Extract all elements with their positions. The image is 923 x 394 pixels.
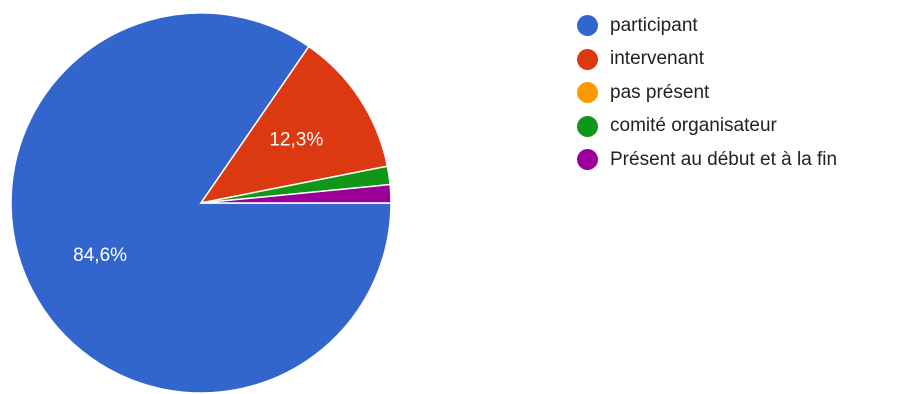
legend-label: intervenant: [610, 48, 705, 70]
legend-swatch: [577, 115, 598, 137]
legend-label: Présent au début et à la fin: [610, 148, 838, 170]
pie-chart: 84,6% 12,3%: [10, 12, 392, 394]
slice-label: 12,3%: [269, 129, 323, 150]
legend-label: pas présent: [610, 81, 710, 103]
chart-legend: participant intervenant pas présent comité …: [577, 9, 837, 177]
legend-swatch: [577, 48, 598, 70]
legend-item[interactable]: pas présent: [577, 76, 837, 110]
legend-item[interactable]: comité organisateur: [577, 110, 837, 144]
legend-swatch: [577, 15, 598, 37]
legend-label: participant: [610, 14, 698, 36]
legend-swatch: [577, 82, 598, 104]
pie-slice-présent-au-début-et-à-la-fin[interactable]: [200, 183, 392, 204]
pie-slice-intervenant[interactable]: [199, 45, 389, 205]
legend-swatch: [577, 149, 598, 171]
legend-item[interactable]: Présent au début et à la fin: [577, 143, 837, 177]
pie-slices: [10, 12, 392, 394]
legend-item[interactable]: participant: [577, 9, 837, 43]
slice-label: 84,6%: [73, 245, 127, 266]
legend-label: comité organisateur: [610, 115, 777, 137]
legend-item[interactable]: intervenant: [577, 43, 837, 77]
pie-slice-labels: 84,6% 12,3%: [73, 129, 323, 266]
